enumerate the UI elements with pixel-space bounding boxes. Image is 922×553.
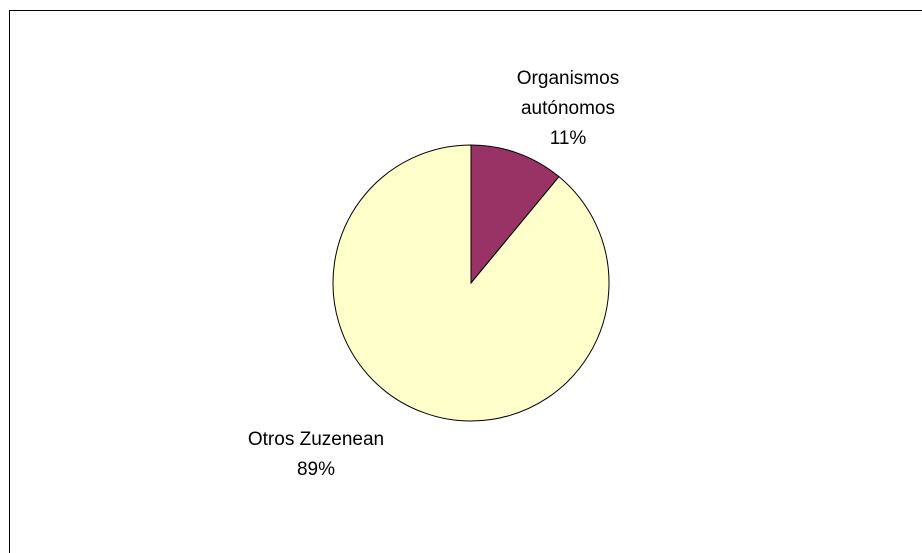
- category-label: Organismos autónomos: [516, 68, 620, 119]
- slice-label: Otros Zuzenean 89%: [216, 425, 416, 485]
- pie-slice: [332, 144, 610, 422]
- value-label: 11%: [549, 128, 587, 149]
- value-label: 89%: [296, 459, 336, 480]
- category-label: Otros Zuzenean: [247, 429, 385, 450]
- slice-label: Organismos autónomos 11%: [493, 64, 643, 154]
- pie-slice: [470, 144, 560, 285]
